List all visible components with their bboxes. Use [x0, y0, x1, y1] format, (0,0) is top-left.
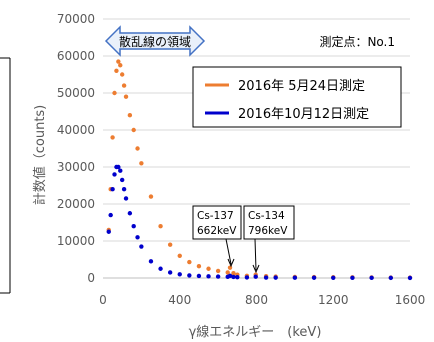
- y-tick-label: 30000: [57, 160, 95, 174]
- point-series-2: [244, 275, 250, 280]
- point-series-2: [177, 272, 182, 277]
- x-axis-label: γ線エネルギー (keV): [189, 324, 322, 340]
- point-series-2: [187, 273, 192, 278]
- cs134-energy: 796keV: [248, 225, 288, 237]
- y-tick-label: 50000: [57, 86, 95, 100]
- point-series-2: [131, 224, 136, 229]
- point-series-2: [227, 273, 233, 278]
- y-axis-label: 計数値（counts): [32, 105, 48, 206]
- point-series-2: [116, 164, 121, 170]
- cs137-energy: 662keV: [197, 225, 237, 237]
- y-axis-ticks: 0 10000 20000 30000 40000 50000 60000 70000: [57, 12, 95, 285]
- x-tick-label: 800: [245, 293, 268, 307]
- point-series-2: [106, 229, 111, 234]
- point-series-1: [215, 268, 221, 274]
- cs134-box: [243, 205, 295, 240]
- legend: 2016年 5月24日測定 2016年10月12日測定: [192, 66, 402, 128]
- cs134-name: Cs-134: [248, 210, 285, 222]
- y-tick-label: 60000: [57, 49, 95, 63]
- cs134-pointer-head: [252, 264, 260, 274]
- cs134-annotation: Cs-134 796keV: [243, 205, 295, 274]
- legend-label-series-2: 2016年10月12日測定: [238, 107, 369, 122]
- point-series-1: [116, 59, 121, 64]
- point-series-1: [225, 270, 230, 275]
- y-tick-label: 20000: [57, 197, 95, 211]
- point-series-2: [263, 275, 269, 280]
- measurement-site-label: 測定点：No.1: [319, 34, 395, 49]
- point-series-2: [112, 172, 117, 177]
- point-series-2: [388, 275, 394, 281]
- point-series-2: [135, 235, 140, 240]
- point-series-2: [158, 266, 163, 271]
- point-series-1: [177, 253, 182, 258]
- point-series-1: [123, 94, 129, 99]
- point-series-1: [135, 146, 140, 151]
- point-series-2: [167, 270, 173, 275]
- point-series-1: [131, 127, 136, 133]
- point-series-2: [108, 212, 113, 218]
- point-series-2: [119, 177, 125, 183]
- point-series-1: [139, 161, 144, 166]
- point-series-2: [292, 275, 298, 280]
- point-series-2: [231, 274, 236, 280]
- double-arrow-shape: [104, 25, 206, 57]
- cs137-box: [192, 205, 242, 240]
- point-series-2: [127, 211, 133, 216]
- y-tick-label: 10000: [57, 234, 95, 248]
- point-series-1: [119, 72, 125, 77]
- cs137-pointer-head: [227, 258, 235, 268]
- point-series-1: [187, 259, 192, 265]
- point-series-1: [114, 68, 119, 74]
- point-series-2: [253, 274, 258, 279]
- point-series-1: [158, 224, 163, 229]
- point-series-2: [139, 244, 144, 249]
- legend-label-series-1: 2016年 5月24日測定: [238, 79, 365, 94]
- point-series-2: [350, 275, 355, 281]
- point-series-2: [273, 275, 278, 280]
- point-series-2: [215, 274, 221, 279]
- cs137-name: Cs-137: [197, 210, 234, 222]
- point-series-1: [231, 270, 236, 276]
- point-series-2: [407, 275, 413, 281]
- point-series-1: [206, 266, 211, 271]
- point-series-1: [196, 263, 202, 269]
- point-series-1: [121, 83, 127, 88]
- legend-box: [192, 66, 402, 128]
- point-series-2: [369, 275, 374, 281]
- scatter-region-arrow: 散乱線の領域: [104, 25, 206, 57]
- x-tick-label: 1600: [395, 293, 426, 307]
- point-series-2: [110, 187, 115, 192]
- cs134-pointer-line: [254, 238, 257, 271]
- data-points: [106, 59, 413, 281]
- point-series-2: [118, 168, 123, 173]
- y-tick-label: 40000: [57, 123, 95, 137]
- point-series-2: [331, 275, 336, 280]
- x-axis-ticks: 0 400 800 1200 1600: [99, 293, 425, 307]
- point-series-2: [148, 259, 154, 264]
- point-series-2: [123, 196, 129, 201]
- cs137-annotation: Cs-137 662keV: [192, 205, 242, 268]
- point-series-2: [196, 273, 202, 279]
- point-series-2: [311, 275, 317, 280]
- point-series-1: [112, 90, 117, 96]
- scatter-region-label: 散乱線の領域: [119, 34, 191, 49]
- point-series-2: [121, 187, 127, 192]
- point-series-2: [235, 274, 240, 280]
- x-tick-label: 1200: [318, 293, 349, 307]
- point-series-1: [167, 242, 173, 247]
- x-tick-label: 0: [99, 293, 107, 307]
- point-series-2: [206, 274, 211, 279]
- cs137-pointer-line: [225, 238, 232, 265]
- point-series-1: [148, 194, 154, 199]
- y-tick-label: 0: [87, 271, 95, 285]
- y-tick-label: 70000: [57, 12, 95, 26]
- point-series-1: [118, 63, 123, 68]
- x-tick-label: 400: [168, 293, 191, 307]
- point-series-1: [227, 265, 233, 270]
- point-series-1: [127, 113, 133, 118]
- point-series-1: [110, 135, 115, 140]
